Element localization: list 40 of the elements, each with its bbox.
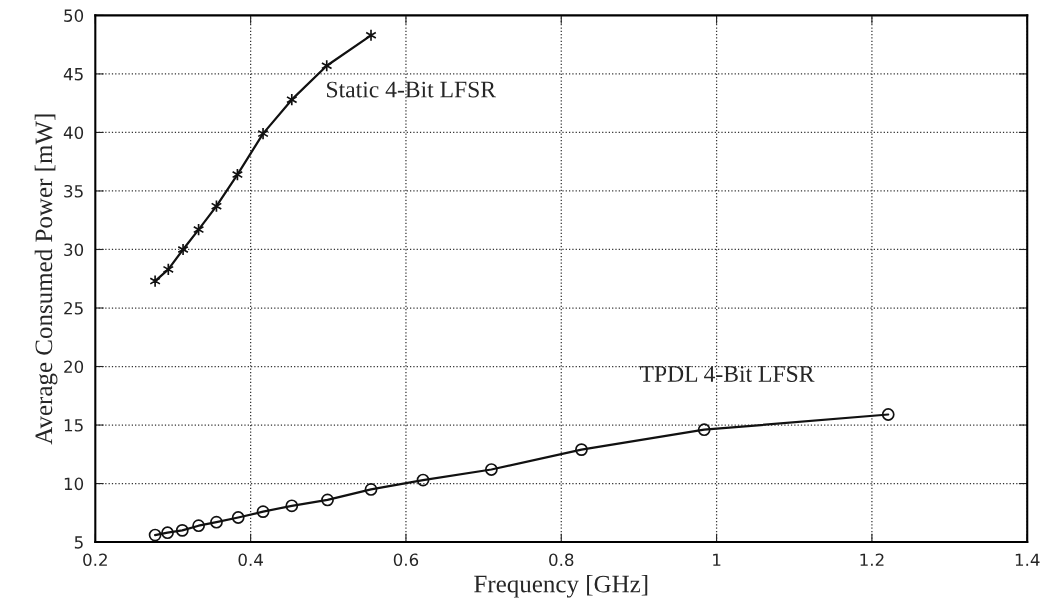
y-tick-label: 45 bbox=[63, 68, 83, 81]
y-tick-label: 25 bbox=[64, 301, 83, 315]
point bbox=[416, 473, 430, 487]
point bbox=[192, 519, 205, 533]
point bbox=[881, 408, 895, 421]
x-tick-label: 0.6 bbox=[393, 553, 419, 567]
point bbox=[210, 515, 223, 529]
y-tick-label: 10 bbox=[64, 477, 84, 491]
x-axis-title: Frequency [GHz] bbox=[474, 574, 648, 598]
point bbox=[256, 505, 270, 519]
y-tick-label: 30 bbox=[64, 243, 84, 257]
point bbox=[321, 493, 334, 507]
x-tick-label: 1.2 bbox=[860, 553, 884, 566]
y-tick-label: 35 bbox=[64, 184, 83, 198]
x-tick-label: 1 bbox=[713, 553, 721, 566]
point bbox=[285, 499, 299, 513]
x-tick-label: 0.8 bbox=[549, 553, 574, 567]
y-tick-label: 50 bbox=[64, 9, 84, 22]
point bbox=[148, 528, 162, 542]
y-tick-label: 5 bbox=[74, 536, 83, 549]
point bbox=[697, 423, 711, 437]
y-tick-label: 40 bbox=[63, 126, 84, 140]
y-tick-label: 20 bbox=[64, 360, 84, 374]
annotation: TPDL 4-Bit LFSR bbox=[639, 366, 815, 382]
point bbox=[364, 483, 378, 496]
point bbox=[175, 523, 189, 537]
point bbox=[365, 28, 377, 42]
x-tick-label: 1.4 bbox=[1015, 553, 1040, 566]
point bbox=[257, 127, 269, 141]
y-tick-label: 15 bbox=[64, 419, 83, 432]
annotation: Static 4-Bit LFSR bbox=[327, 81, 496, 98]
point bbox=[161, 526, 174, 540]
point bbox=[575, 443, 588, 457]
point bbox=[286, 93, 298, 107]
x-tick-label: 0.4 bbox=[238, 553, 263, 567]
y-axis-title: Average Consumed Power [mW] bbox=[34, 114, 58, 445]
point bbox=[231, 511, 245, 524]
x-tick-label: 0.2 bbox=[83, 553, 107, 567]
point bbox=[484, 463, 498, 476]
point bbox=[149, 274, 161, 288]
